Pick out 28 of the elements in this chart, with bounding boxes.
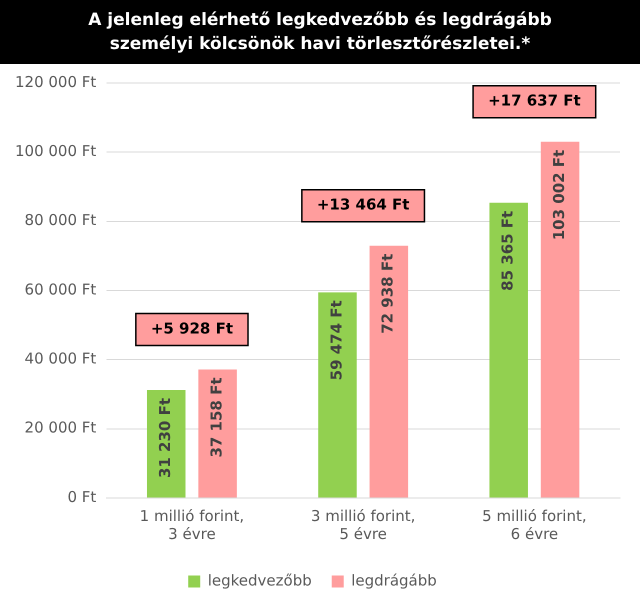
y-tick-label: 100 000 Ft <box>14 142 96 160</box>
bar <box>489 202 528 498</box>
data-label: 103 002 Ft <box>550 150 568 240</box>
y-tick-label: 40 000 Ft <box>24 350 96 368</box>
annotation: +17 637 Ft <box>488 92 581 110</box>
y-tick-label: 20 000 Ft <box>24 418 96 437</box>
chart-title: A jelenleg elérhető legkedvezőbb és legdrágább személyi kölcsönök havi törlesztőrészletei.* <box>0 0 640 64</box>
y-tick-label: 80 000 Ft <box>24 211 96 230</box>
x-tick-label: 5 millió forint, 6 évre <box>482 506 587 543</box>
annotation: +13 464 Ft <box>316 196 410 214</box>
bar <box>318 292 357 498</box>
x-tick-label: 3 millió forint, 5 évre <box>310 506 416 543</box>
data-label: 72 938 Ft <box>378 254 397 334</box>
x-tick-label: 1 millió forint, 3 évre <box>140 506 244 543</box>
data-label: 85 365 Ft <box>498 210 517 291</box>
data-label: 37 158 Ft <box>207 377 226 458</box>
legend-label: legdrágább <box>351 571 437 590</box>
bar <box>540 142 580 498</box>
y-tick-label: 0 Ft <box>67 488 96 506</box>
y-tick-label: 120 000 Ft <box>14 72 96 91</box>
data-label: 59 474 Ft <box>327 300 346 380</box>
bar <box>198 369 237 498</box>
legend-label: legkedvezőbb <box>208 571 312 590</box>
y-tick-label: 60 000 Ft <box>24 280 96 298</box>
bar <box>146 390 186 498</box>
bar <box>370 246 408 498</box>
data-label: 31 230 Ft <box>156 398 174 478</box>
annotation: +5 928 Ft <box>150 319 234 338</box>
